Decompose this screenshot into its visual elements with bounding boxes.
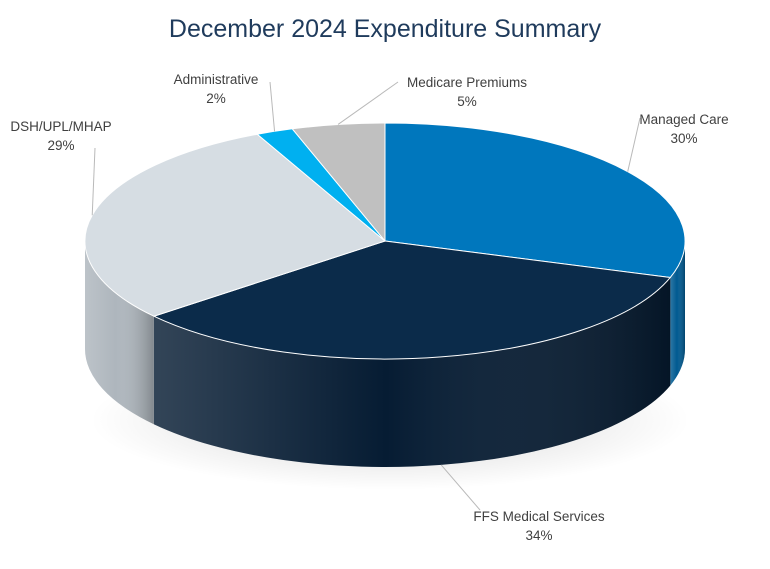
- leader-line-ffs-medical-services: [440, 464, 481, 511]
- value-label-administrative: 2%: [206, 91, 226, 106]
- value-label-dsh-upl-mhap: 29%: [47, 138, 74, 153]
- leader-line-managed-care: [627, 117, 641, 172]
- leader-line-medicare-premiums: [337, 81, 399, 125]
- slice-side-shade-managed-care: [670, 241, 685, 386]
- label-administrative: Administrative: [174, 72, 259, 87]
- chart-title: December 2024 Expenditure Summary: [169, 15, 602, 43]
- pie-sides: [85, 241, 685, 468]
- label-ffs-medical-services: FFS Medical Services: [473, 509, 605, 524]
- slice-ffs-medical-services: [153, 240, 671, 360]
- slice-side-shade-dsh-upl-mhap: [85, 241, 154, 425]
- leader-line-dsh-upl-mhap: [91, 147, 96, 216]
- slice-labels: Managed Care 30% FFS Medical Services 34% DS…: [10, 72, 728, 543]
- slice-medicare-premiums: [291, 122, 386, 242]
- value-label-medicare-premiums: 5%: [457, 94, 477, 109]
- leader-line-administrative: [269, 81, 276, 132]
- value-label-ffs-medical-services: 34%: [525, 528, 552, 543]
- slice-side-shade-ffs-medical-services: [153, 277, 671, 468]
- label-dsh-upl-mhap: DSH/UPL/MHAP: [10, 119, 111, 134]
- label-managed-care: Managed Care: [639, 112, 728, 127]
- label-medicare-premiums: Medicare Premiums: [407, 75, 527, 90]
- leader-lines: [91, 81, 641, 511]
- value-label-managed-care: 30%: [670, 131, 697, 146]
- pie-slices: [84, 122, 686, 360]
